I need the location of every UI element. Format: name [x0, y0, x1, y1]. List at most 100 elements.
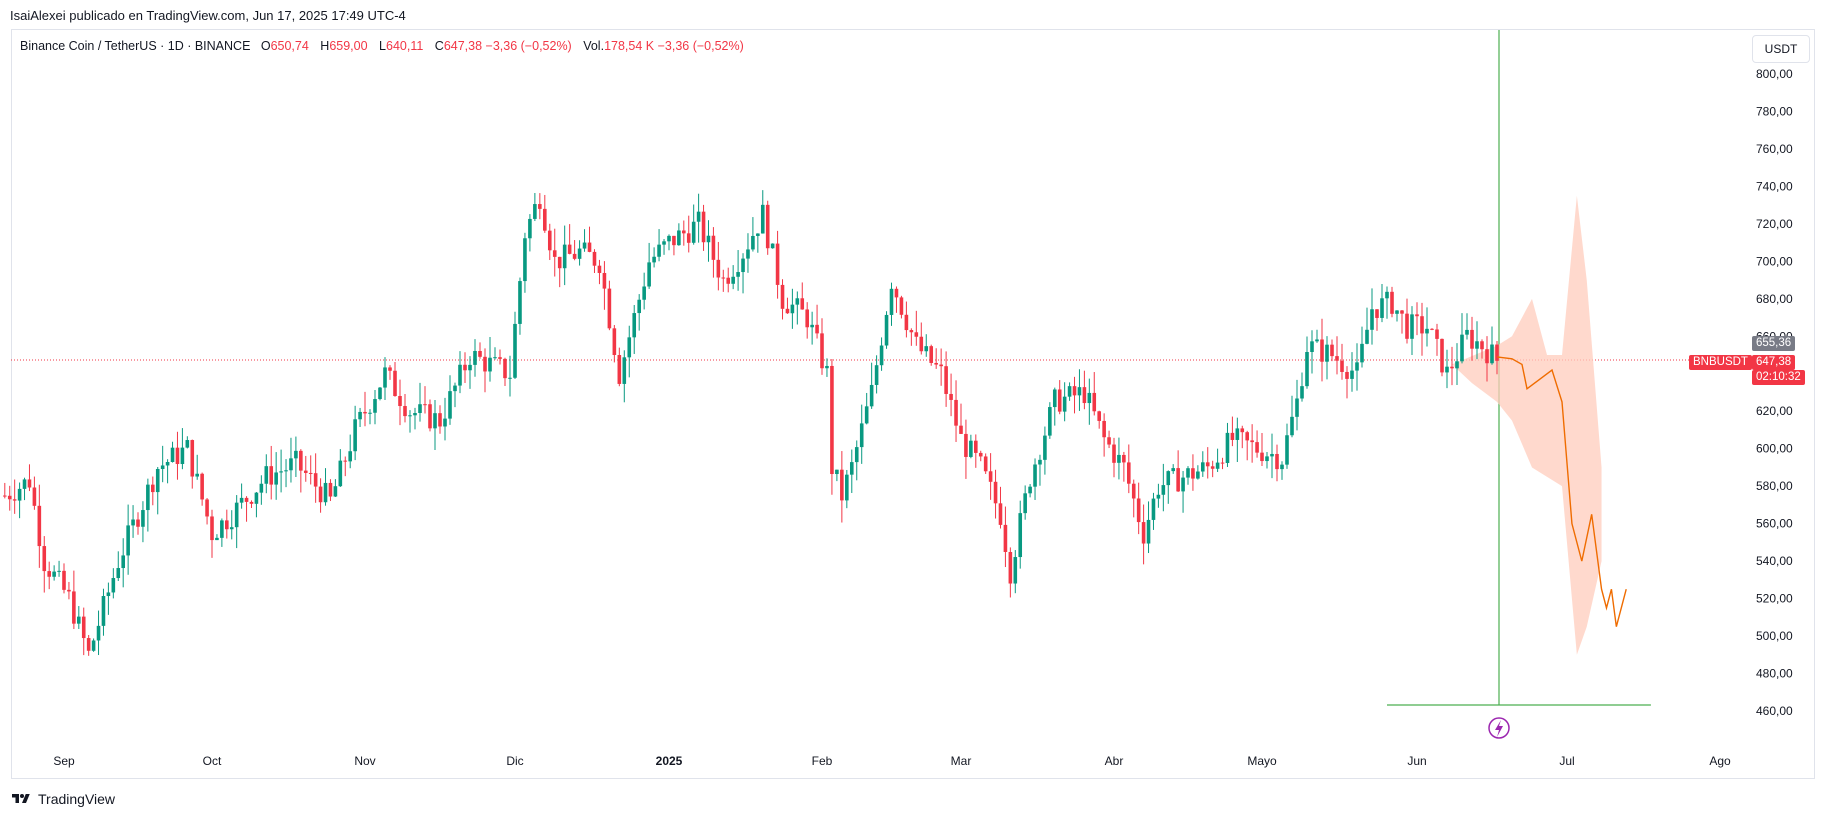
candle-body — [1028, 486, 1032, 494]
candle-body — [1131, 483, 1136, 499]
x-tick-label: Ago — [1709, 754, 1731, 768]
candle-body — [47, 571, 51, 577]
candle-body — [269, 466, 274, 485]
y-tick-label: 460,00 — [1756, 704, 1793, 718]
candle-body — [543, 208, 547, 231]
footer-brand[interactable]: TradingView — [10, 791, 115, 807]
candle-body — [1405, 313, 1409, 339]
candle-body — [1375, 309, 1379, 318]
legend-close-label: C — [434, 39, 444, 53]
candle-body — [572, 253, 577, 259]
candle-body — [815, 324, 819, 334]
candle-body — [785, 308, 790, 314]
x-tick-label: Feb — [812, 754, 833, 768]
candle-body — [1141, 522, 1146, 544]
legend-close-value: 647,38 — [443, 39, 483, 53]
candle-body — [874, 365, 879, 385]
candle-body — [383, 367, 387, 388]
candle-body — [77, 616, 81, 624]
candle-body — [170, 447, 175, 463]
candle-body — [1151, 498, 1156, 520]
candle-body — [1480, 341, 1484, 350]
candle-body — [1415, 314, 1419, 317]
candle-body — [1425, 328, 1429, 334]
candle-body — [617, 355, 622, 384]
candle-body — [393, 370, 397, 397]
candle-body — [160, 465, 165, 469]
candle-body — [562, 244, 567, 269]
x-tick-label: Jul — [1559, 754, 1574, 768]
candle-body — [155, 468, 160, 493]
candle-body — [1265, 456, 1269, 462]
candle-body — [121, 555, 125, 569]
candle-body — [313, 473, 318, 487]
candle-body — [657, 244, 661, 257]
candle-body — [508, 377, 512, 379]
candle-body — [343, 460, 348, 462]
candle-body — [627, 337, 632, 358]
projection-band — [1452, 195, 1602, 655]
legend-low-value: 640,11 — [386, 39, 424, 53]
legend-symbol[interactable]: Binance Coin / TetherUS · 1D · BINANCE — [20, 39, 251, 53]
candle-body — [190, 440, 195, 477]
candle-body — [1490, 344, 1494, 364]
candle-body — [1003, 524, 1008, 552]
candle-body — [919, 336, 924, 352]
candle-body — [1275, 453, 1279, 470]
candle-body — [1186, 468, 1190, 478]
candle-body — [279, 471, 283, 473]
candle-body — [453, 385, 457, 392]
candle-body — [1445, 366, 1449, 373]
candle-body — [1305, 352, 1309, 387]
candle-body — [884, 314, 889, 346]
candle-body — [338, 460, 343, 487]
candle-body — [1355, 362, 1359, 371]
candle-body — [1400, 310, 1404, 314]
candle-body — [1450, 366, 1454, 369]
candle-body — [964, 433, 968, 457]
candle-body — [463, 364, 467, 371]
candle-body — [1196, 471, 1200, 479]
candle-body — [1181, 477, 1185, 492]
candle-body — [333, 486, 338, 497]
candle-body — [1166, 471, 1171, 486]
candle-body — [1067, 386, 1072, 397]
candle-body — [1325, 344, 1329, 362]
candle-body — [983, 456, 988, 472]
candle-body — [577, 248, 582, 259]
candle-body — [131, 519, 135, 526]
candle-body — [1430, 328, 1434, 330]
candle-body — [696, 211, 701, 222]
candle-body — [254, 492, 259, 504]
candle-body — [894, 288, 899, 298]
candle-body — [1470, 329, 1474, 349]
currency-button[interactable]: USDT — [1752, 35, 1810, 63]
candle-body — [289, 458, 293, 471]
candle-body — [840, 469, 844, 501]
candle-body — [498, 357, 502, 359]
candle-body — [1440, 338, 1444, 373]
candle-body — [1161, 485, 1166, 495]
candle-body — [552, 250, 557, 257]
candle-body — [879, 345, 884, 366]
candle-body — [378, 387, 382, 400]
candle-body — [1205, 462, 1210, 467]
candle-body — [835, 469, 839, 475]
legend-change: −3,36 (−0,52%) — [485, 39, 572, 53]
candle-body — [318, 486, 323, 503]
candle-body — [993, 481, 998, 504]
candle-body — [1038, 459, 1042, 465]
candle-body — [557, 256, 562, 269]
x-tick-label: Oct — [203, 754, 222, 768]
candle-body — [1285, 435, 1289, 465]
candle-body — [1340, 360, 1344, 372]
candle-body — [998, 503, 1003, 525]
candle-body — [1112, 444, 1116, 463]
candle-body — [62, 570, 66, 590]
legend-high-label: H — [320, 39, 330, 53]
candle-body — [151, 484, 155, 493]
candle-body — [146, 484, 150, 511]
candle-body — [1052, 389, 1057, 408]
y-tick-label: 720,00 — [1756, 217, 1793, 231]
